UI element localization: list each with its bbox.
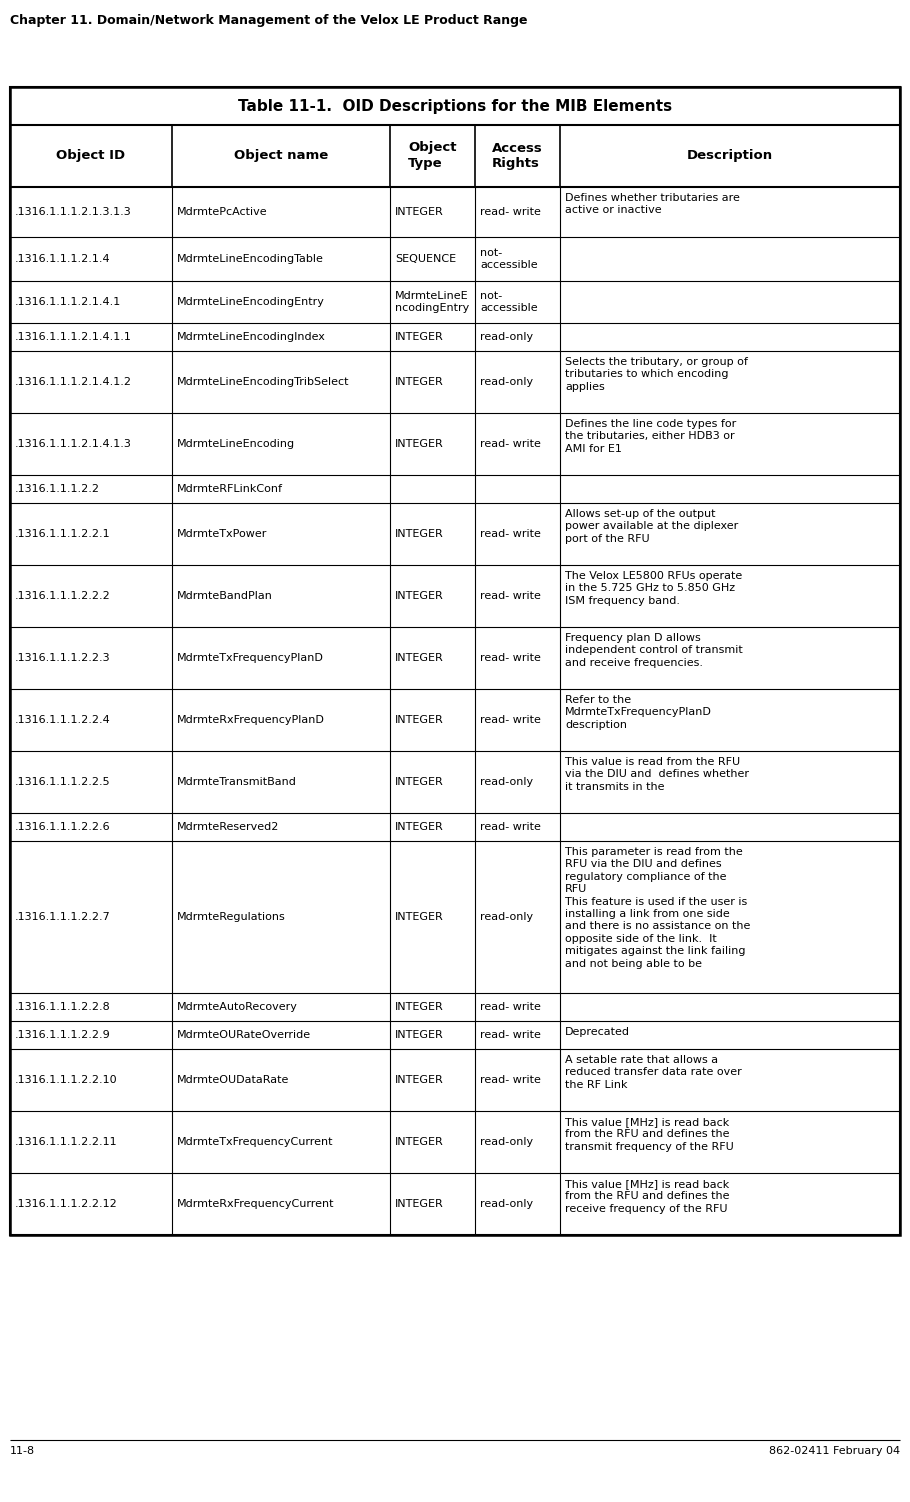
Text: INTEGER: INTEGER [395,653,444,662]
Text: INTEGER: INTEGER [395,912,444,922]
Text: .1316.1.1.1.2.1.4.1.3: .1316.1.1.1.2.1.4.1.3 [15,439,132,449]
Text: This value [MHz] is read back
from the RFU and defines the
transmit frequency of: This value [MHz] is read back from the R… [565,1117,733,1152]
Text: .1316.1.1.1.2.1.4: .1316.1.1.1.2.1.4 [15,254,111,264]
Text: Description: Description [687,150,773,162]
Text: read- write: read- write [480,1002,541,1012]
Text: Defines the line code types for
the tributaries, either HDB3 or
AMI for E1: Defines the line code types for the trib… [565,419,736,454]
Text: This value [MHz] is read back
from the RFU and defines the
receive frequency of : This value [MHz] is read back from the R… [565,1179,730,1214]
Text: read- write: read- write [480,529,541,539]
Text: MdrmteAutoRecovery: MdrmteAutoRecovery [177,1002,298,1012]
Text: Frequency plan D allows
independent control of transmit
and receive frequencies.: Frequency plan D allows independent cont… [565,632,743,668]
Text: INTEGER: INTEGER [395,439,444,449]
Text: Defines whether tributaries are
active or inactive: Defines whether tributaries are active o… [565,192,740,215]
Text: .1316.1.1.1.2.2.10: .1316.1.1.1.2.2.10 [15,1075,117,1084]
Text: .1316.1.1.1.2.2.8: .1316.1.1.1.2.2.8 [15,1002,111,1012]
Text: INTEGER: INTEGER [395,1137,444,1148]
Text: .1316.1.1.1.2.2.6: .1316.1.1.1.2.2.6 [15,822,111,832]
Text: read- write: read- write [480,207,541,216]
Text: read-only: read-only [480,377,533,388]
Text: MdrmteLineEncoding: MdrmteLineEncoding [177,439,295,449]
Text: read- write: read- write [480,439,541,449]
Bar [10,87,900,1235]
Text: Object
Type: Object Type [409,141,457,171]
Text: MdrmteOUDataRate: MdrmteOUDataRate [177,1075,289,1084]
Text: read- write: read- write [480,1030,541,1039]
Text: .1316.1.1.1.2.2.5: .1316.1.1.1.2.2.5 [15,777,111,787]
Text: INTEGER: INTEGER [395,377,444,388]
Text: INTEGER: INTEGER [395,1075,444,1084]
Text: read- write: read- write [480,715,541,725]
Text: MdrmtePcActive: MdrmtePcActive [177,207,268,216]
Text: This value is read from the RFU
via the DIU and  defines whether
it transmits in: This value is read from the RFU via the … [565,757,749,792]
Text: MdrmteTxPower: MdrmteTxPower [177,529,268,539]
Text: read- write: read- write [480,1075,541,1084]
Text: MdrmteRFLinkConf: MdrmteRFLinkConf [177,484,283,494]
Text: .1316.1.1.1.2.1.3.1.3: .1316.1.1.1.2.1.3.1.3 [15,207,132,216]
Text: .1316.1.1.1.2.2.12: .1316.1.1.1.2.2.12 [15,1199,117,1209]
Text: MdrmteLineEncodingTribSelect: MdrmteLineEncodingTribSelect [177,377,349,388]
Bar [10,87,900,1235]
Text: INTEGER: INTEGER [395,1030,444,1039]
Text: The Velox LE5800 RFUs operate
in the 5.725 GHz to 5.850 GHz
ISM frequency band.: The Velox LE5800 RFUs operate in the 5.7… [565,571,743,605]
Text: INTEGER: INTEGER [395,777,444,787]
Text: Table 11-1.  OID Descriptions for the MIB Elements: Table 11-1. OID Descriptions for the MIB… [238,99,672,114]
Text: .1316.1.1.1.2.1.4.1.1: .1316.1.1.1.2.1.4.1.1 [15,332,132,342]
Text: MdrmteTransmitBand: MdrmteTransmitBand [177,777,297,787]
Text: read-only: read-only [480,1199,533,1209]
Text: Chapter 11. Domain/Network Management of the Velox LE Product Range: Chapter 11. Domain/Network Management of… [10,14,528,27]
Text: Object name: Object name [234,150,329,162]
Text: .1316.1.1.1.2.2.1: .1316.1.1.1.2.2.1 [15,529,111,539]
Text: .1316.1.1.1.2.2.9: .1316.1.1.1.2.2.9 [15,1030,111,1039]
Text: MdrmteLineEncodingIndex: MdrmteLineEncodingIndex [177,332,326,342]
Text: MdrmteTxFrequencyCurrent: MdrmteTxFrequencyCurrent [177,1137,333,1148]
Text: INTEGER: INTEGER [395,1199,444,1209]
Text: A setable rate that allows a
reduced transfer data rate over
the RF Link: A setable rate that allows a reduced tra… [565,1054,742,1090]
Text: .1316.1.1.1.2.2.11: .1316.1.1.1.2.2.11 [15,1137,117,1148]
Text: INTEGER: INTEGER [395,529,444,539]
Text: INTEGER: INTEGER [395,590,444,601]
Text: SEQUENCE: SEQUENCE [395,254,456,264]
Text: Refer to the
MdrmteTxFrequencyPlanD
description: Refer to the MdrmteTxFrequencyPlanD desc… [565,695,712,730]
Text: MdrmteTxFrequencyPlanD: MdrmteTxFrequencyPlanD [177,653,324,662]
Text: INTEGER: INTEGER [395,1002,444,1012]
Text: MdrmteRxFrequencyPlanD: MdrmteRxFrequencyPlanD [177,715,325,725]
Text: MdrmteLineEncodingTable: MdrmteLineEncodingTable [177,254,324,264]
Text: .1316.1.1.1.2.2.4: .1316.1.1.1.2.2.4 [15,715,111,725]
Text: read-only: read-only [480,912,533,922]
Text: MdrmteRegulations: MdrmteRegulations [177,912,286,922]
Text: Deprecated: Deprecated [565,1027,630,1036]
Text: .1316.1.1.1.2.2.2: .1316.1.1.1.2.2.2 [15,590,111,601]
Text: read-only: read-only [480,1137,533,1148]
Text: 862-02411 February 04: 862-02411 February 04 [769,1446,900,1455]
Text: Object ID: Object ID [56,150,126,162]
Text: 11-8: 11-8 [10,1446,35,1455]
Text: read-only: read-only [480,332,533,342]
Text: .1316.1.1.1.2.1.4.1: .1316.1.1.1.2.1.4.1 [15,297,121,306]
Text: MdrmteLineE
ncodingEntry: MdrmteLineE ncodingEntry [395,291,470,314]
Text: This parameter is read from the
RFU via the DIU and defines
regulatory complianc: This parameter is read from the RFU via … [565,847,751,969]
Text: .1316.1.1.1.2.1.4.1.2: .1316.1.1.1.2.1.4.1.2 [15,377,132,388]
Text: MdrmteRxFrequencyCurrent: MdrmteRxFrequencyCurrent [177,1199,335,1209]
Text: Selects the tributary, or group of
tributaries to which encoding
applies: Selects the tributary, or group of tribu… [565,357,748,392]
Text: INTEGER: INTEGER [395,332,444,342]
Text: INTEGER: INTEGER [395,207,444,216]
Text: INTEGER: INTEGER [395,715,444,725]
Text: not-
accessible: not- accessible [480,248,538,270]
Text: not-
accessible: not- accessible [480,291,538,314]
Text: MdrmteBandPlan: MdrmteBandPlan [177,590,273,601]
Text: read- write: read- write [480,590,541,601]
Text: Allows set-up of the output
power available at the diplexer
port of the RFU: Allows set-up of the output power availa… [565,509,738,544]
Text: .1316.1.1.1.2.2: .1316.1.1.1.2.2 [15,484,100,494]
Text: read- write: read- write [480,822,541,832]
Text: INTEGER: INTEGER [395,822,444,832]
Text: read-only: read-only [480,777,533,787]
Text: MdrmteOURateOverride: MdrmteOURateOverride [177,1030,311,1039]
Text: MdrmteLineEncodingEntry: MdrmteLineEncodingEntry [177,297,325,306]
Text: MdrmteReserved2: MdrmteReserved2 [177,822,279,832]
Text: .1316.1.1.1.2.2.3: .1316.1.1.1.2.2.3 [15,653,111,662]
Text: read- write: read- write [480,653,541,662]
Text: .1316.1.1.1.2.2.7: .1316.1.1.1.2.2.7 [15,912,111,922]
Text: Access
Rights: Access Rights [492,141,543,171]
